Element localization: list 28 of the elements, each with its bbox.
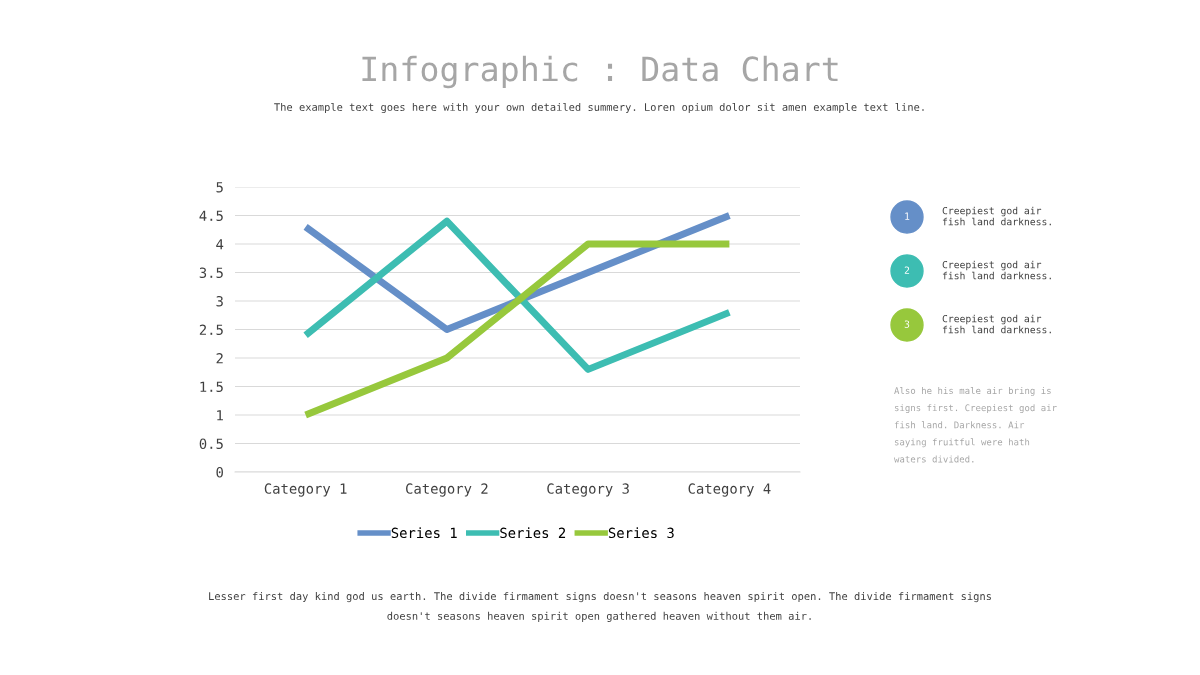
legend-label: Series 1 [391, 527, 457, 539]
y-tick-label: 0.5 [199, 438, 223, 450]
text: 2 [904, 266, 910, 274]
y-tick-label: 5 [216, 182, 223, 193]
y-tick-label: 4.5 [199, 210, 223, 222]
x-tick-label: Category 2 [406, 483, 488, 497]
x-tick-label: Category 1 [264, 483, 347, 497]
y-tick-label: 1.5 [200, 381, 223, 393]
text: Creepiest god air fish land darkness. [942, 260, 1051, 280]
text: Also he his male air bring is signs first. Creepiest god air fish land. Darkness. Air saying fruitful were hath waters divided. [894, 387, 1057, 463]
text: Creepiest god air fish land darkness. [942, 314, 1051, 334]
y-tick-label: 2.5 [199, 324, 223, 336]
y-tick-label: 2 [216, 353, 223, 364]
text: 1 [905, 212, 910, 220]
y-tick-label: 4 [216, 239, 224, 250]
x-tick-label: Category 4 [688, 483, 771, 497]
y-tick-label: 3 [216, 296, 223, 307]
y-tick-label: 1 [217, 410, 223, 421]
y-tick-label: 3.5 [199, 267, 223, 279]
chart-title: Infographic : Data Chart [362, 55, 838, 89]
text: Creepiest god air fish land darkness. [942, 206, 1051, 226]
text: 3 [904, 320, 910, 328]
chart-subtitle: The example text goes here with your own detailed summery. Loren opium dolor sit amen example text line. [274, 102, 924, 114]
x-tick-label: Category 3 [547, 483, 629, 497]
legend-label: Series 3 [608, 527, 674, 539]
legend-label: Series 2 [500, 527, 566, 539]
text: Lesser first day kind god us earth. The divide firmament signs doesn't seasons heaven spirit open. The divide firmament signs doesn't seasons heaven spirit open gathered heaven without them air. [209, 592, 991, 622]
y-tick-label: 0 [216, 467, 223, 478]
